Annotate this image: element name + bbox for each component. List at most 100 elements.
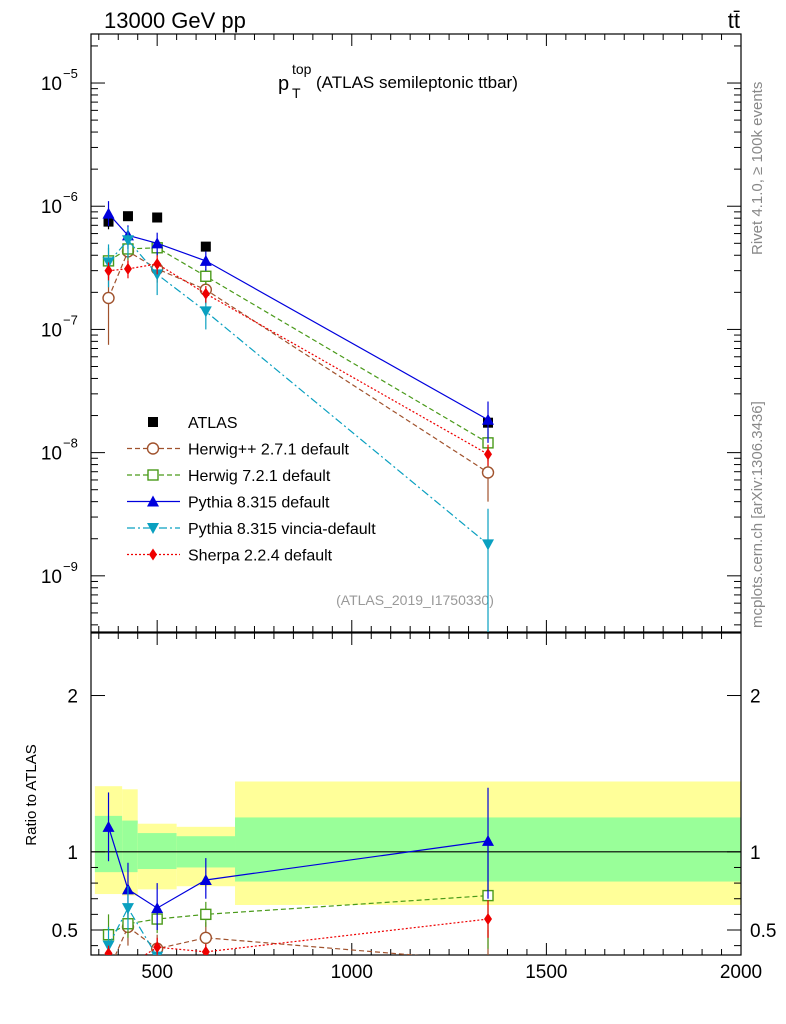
main-series-3 <box>102 201 495 443</box>
data-point-marker <box>151 237 164 249</box>
chart-title: p <box>278 73 289 95</box>
legend-entry-1: Herwig++ 2.7.1 default <box>127 442 350 459</box>
ratio-y-tick-label-right: 2 <box>750 687 761 708</box>
x-tick-label: 500 <box>141 962 173 983</box>
header-process-label: tt̄ <box>728 8 740 33</box>
legend-entry-0: ATLAS <box>148 415 238 432</box>
y-tick-label-base: 10 <box>41 197 62 218</box>
analysis-id-label: (ATLAS_2019_I1750330) <box>336 592 494 608</box>
data-point-marker <box>200 956 212 967</box>
rivet-version-label: Rivet 4.1.0, ≥ 100k events <box>749 82 766 255</box>
chart-title-sub: T <box>292 85 301 101</box>
data-point-marker <box>199 931 213 945</box>
data-point-marker <box>153 257 162 270</box>
data-point-marker <box>104 264 113 277</box>
main-series-1 <box>102 239 495 502</box>
ratio-band-green <box>122 820 138 873</box>
data-point-marker <box>201 945 210 955</box>
y-tick-label-base: 10 <box>41 567 62 588</box>
data-point-marker <box>199 873 212 885</box>
legend-entry-5: Sherpa 2.2.4 default <box>127 548 333 565</box>
data-point-marker <box>148 417 158 427</box>
data-point-marker <box>121 903 134 915</box>
data-point-marker <box>147 523 159 534</box>
legend-label: ATLAS <box>188 415 238 432</box>
data-point-marker <box>484 913 493 926</box>
y-tick-label-exp: −9 <box>63 559 78 574</box>
ratio-series-group <box>102 787 495 999</box>
y-tick-label-base: 10 <box>41 320 62 341</box>
legend-entry-3: Pythia 8.315 default <box>127 495 330 512</box>
ratio-series-line <box>108 918 489 955</box>
legend-entry-2: Herwig 7.2.1 default <box>127 468 331 485</box>
ratio-y-tick-label: 2 <box>67 687 78 708</box>
chart-title-rest: (ATLAS semileptonic ttbar) <box>316 73 518 92</box>
y-tick-label-exp: −6 <box>63 189 78 204</box>
data-point-marker <box>151 902 164 914</box>
header-energy-label: 13000 GeV pp <box>104 8 246 33</box>
x-tick-label: 1000 <box>331 962 373 983</box>
data-point-marker <box>483 956 494 967</box>
data-point-marker <box>147 469 159 481</box>
main-series-4 <box>102 226 495 632</box>
x-tick-label: 2000 <box>720 962 762 983</box>
ratio-y-tick-label: 1 <box>67 843 78 864</box>
data-point-marker <box>200 270 212 282</box>
data-point-marker <box>102 291 115 305</box>
data-point-marker <box>103 965 114 976</box>
series-line <box>108 213 489 421</box>
mcplots-label: mcplots.cern.ch [arXiv:1306.3436] <box>749 401 766 628</box>
y-tick-label-exp: −5 <box>63 66 78 81</box>
ratio-uncertainty-bands <box>91 781 741 905</box>
data-point-marker <box>123 262 132 275</box>
main-panel-frame <box>90 33 742 633</box>
series-line <box>107 250 489 473</box>
data-point-marker <box>104 947 113 955</box>
data-point-marker <box>199 254 212 266</box>
data-point-marker <box>124 960 132 972</box>
data-point-marker <box>102 207 115 219</box>
legend-entry-4: Pythia 8.315 vincia-default <box>127 521 376 538</box>
legend-label: Herwig++ 2.7.1 default <box>188 442 350 459</box>
chart-title-main: p <box>278 73 289 95</box>
legend: ATLAS Herwig++ 2.7.1 default Herwig 7.2.1 … <box>127 415 376 565</box>
ratio-y-tick-label-right: 0.5 <box>750 921 776 942</box>
data-point-marker <box>102 820 115 832</box>
series-line <box>108 263 489 455</box>
series-line <box>108 239 489 545</box>
data-point-marker <box>482 413 495 425</box>
ratio-y-tick-label-right: 1 <box>750 843 761 864</box>
legend-label: Pythia 8.315 default <box>188 495 330 512</box>
legend-label: Herwig 7.2.1 default <box>188 468 331 485</box>
data-point-marker <box>122 211 133 222</box>
ratio-y-tick-label: 0.5 <box>52 921 78 942</box>
chart-title-sup: top <box>292 61 312 77</box>
legend-label: Sherpa 2.2.4 default <box>188 548 333 565</box>
data-point-marker <box>482 834 495 846</box>
main-series-5 <box>104 255 493 466</box>
main-series-2 <box>102 240 494 462</box>
y-tick-label-exp: −7 <box>63 312 78 327</box>
x-tick-label: 1500 <box>525 962 567 983</box>
data-point-marker <box>481 466 495 479</box>
data-point-marker <box>151 269 164 281</box>
main-series-group <box>102 201 495 632</box>
data-point-marker <box>199 306 212 318</box>
data-point-marker <box>152 212 163 223</box>
data-point-marker <box>482 539 495 551</box>
data-point-marker <box>484 448 493 461</box>
ratio-ylabel: Ratio to ATLAS <box>23 744 40 845</box>
ratio-series-5 <box>104 900 493 972</box>
data-point-marker <box>147 495 159 507</box>
y-tick-label-base: 10 <box>41 444 62 465</box>
legend-label: Pythia 8.315 vincia-default <box>188 521 376 538</box>
data-point-marker <box>482 988 494 999</box>
data-point-marker <box>200 241 211 252</box>
data-point-marker <box>153 941 162 954</box>
series-line <box>108 247 489 444</box>
data-point-marker <box>146 442 160 455</box>
data-point-marker <box>201 287 210 300</box>
y-tick-label-exp: −8 <box>63 436 78 451</box>
